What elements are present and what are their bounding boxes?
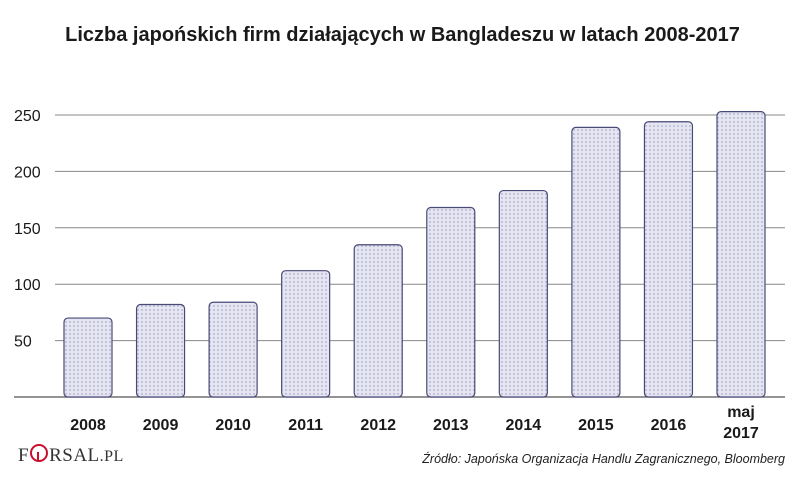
bar	[498, 189, 548, 398]
source-note: Źródło: Japońska Organizacja Handlu Zagr…	[422, 452, 785, 466]
bar	[208, 301, 258, 398]
y-tick-label: 50	[14, 334, 32, 351]
y-tick-label: 250	[14, 108, 41, 125]
y-tick-label: 200	[14, 164, 41, 181]
y-tick-label: 150	[14, 221, 41, 238]
forsal-logo: F RSAL.PL	[18, 444, 124, 466]
bar	[281, 270, 331, 398]
x-tick-label: 2010	[215, 417, 251, 434]
bar	[426, 206, 476, 398]
bar	[571, 126, 621, 398]
logo-o-icon	[30, 444, 49, 462]
x-tick-label: 2012	[360, 417, 396, 434]
x-tick-label: 2013	[433, 417, 469, 434]
x-tick-label: 2011	[288, 417, 323, 434]
x-tick-label: 2008	[70, 417, 106, 434]
x-tick-label: 2014	[506, 417, 542, 434]
bar	[353, 244, 403, 398]
y-tick-label: 100	[14, 277, 41, 294]
x-tick-label: 2015	[578, 417, 614, 434]
x-tick-label: maj 2017	[723, 404, 759, 442]
bar	[716, 111, 766, 398]
chart-title: Liczba japońskich firm działających w Ba…	[65, 24, 740, 46]
x-tick-label: 2009	[143, 417, 179, 434]
bar	[135, 303, 186, 398]
x-tick-label: 2016	[651, 417, 687, 434]
bar	[63, 317, 113, 398]
bar	[643, 121, 694, 398]
